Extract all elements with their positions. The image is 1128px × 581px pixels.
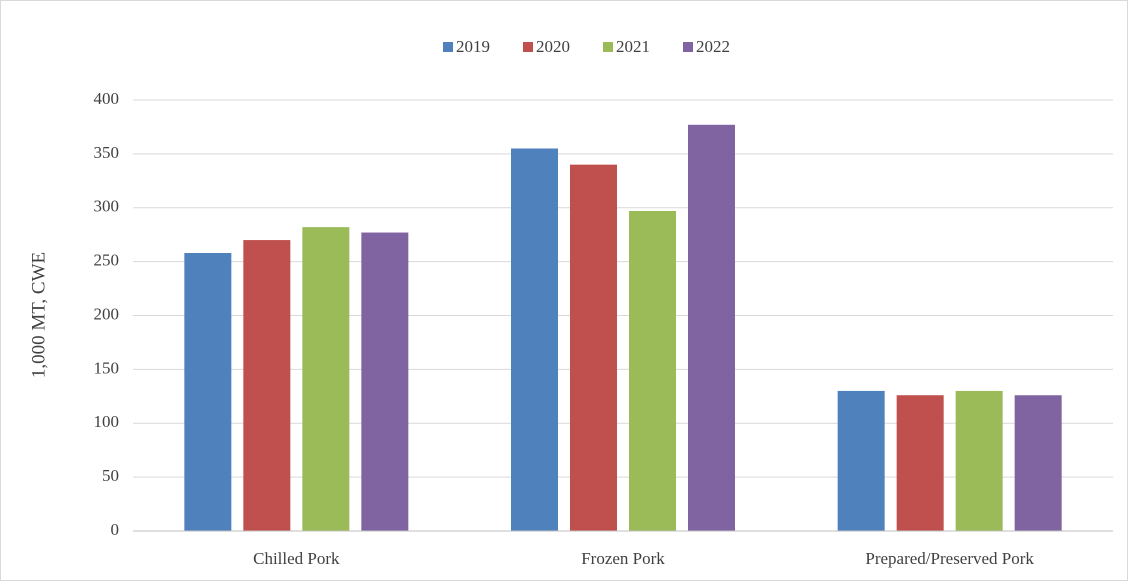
legend-swatch: [443, 42, 453, 52]
y-tick-label: 100: [94, 412, 120, 431]
bar: [302, 227, 350, 531]
x-tick-label: Frozen Pork: [581, 549, 665, 568]
x-tick-label: Chilled Pork: [253, 549, 340, 568]
legend-label: 2021: [616, 37, 650, 56]
x-tick-label: Prepared/Preserved Pork: [865, 549, 1034, 568]
legend-swatch: [603, 42, 613, 52]
bar: [570, 164, 617, 531]
y-tick-label: 350: [94, 143, 120, 162]
legend-swatch: [683, 42, 693, 52]
bar: [511, 148, 558, 532]
y-tick-label: 200: [94, 304, 120, 323]
bar: [243, 240, 291, 531]
y-tick-label: 400: [94, 89, 120, 108]
bar: [688, 124, 735, 531]
legend-label: 2019: [456, 37, 490, 56]
legend-label: 2020: [536, 37, 570, 56]
y-tick-label: 50: [102, 466, 119, 485]
legend-swatch: [523, 42, 533, 52]
bar: [629, 210, 676, 532]
y-axis-title: 1,000 MT, CWE: [28, 252, 49, 378]
y-tick-label: 0: [111, 520, 120, 539]
bar: [361, 232, 409, 531]
bar: [837, 390, 885, 531]
y-tick-label: 250: [94, 251, 120, 270]
bar: [955, 390, 1003, 531]
y-tick-label: 300: [94, 197, 120, 216]
bar: [1014, 395, 1062, 531]
y-tick-label: 150: [94, 358, 120, 377]
legend-label: 2022: [696, 37, 730, 56]
bar: [184, 253, 232, 531]
bar: [896, 395, 944, 531]
